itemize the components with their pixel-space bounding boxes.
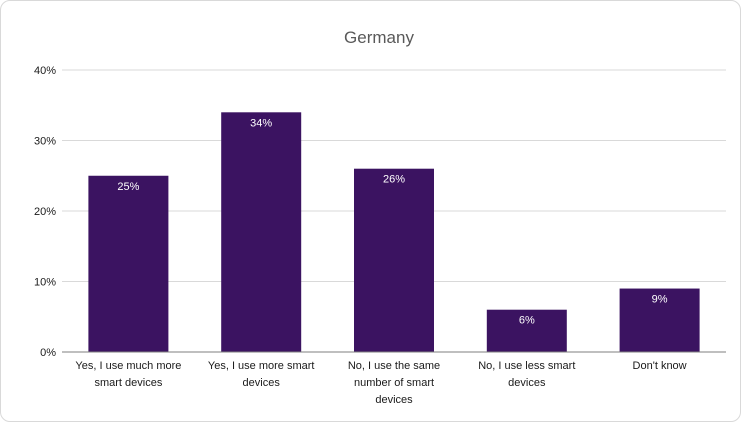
- x-category-label: No, I use the same: [348, 360, 440, 372]
- bar: [221, 112, 302, 352]
- bar: [619, 288, 700, 352]
- x-category-label: smart devices: [94, 377, 162, 389]
- data-label: 26%: [383, 174, 405, 186]
- y-axis-ticks: 0% 10% 20% 30% 40%: [34, 65, 56, 359]
- y-tick-label: 10%: [34, 277, 56, 289]
- chart-title: Germany: [344, 28, 414, 47]
- y-tick-label: 20%: [34, 206, 56, 218]
- x-category-label: Yes, I use much more: [75, 360, 181, 372]
- x-category-label: devices: [243, 377, 281, 389]
- x-axis-labels: Yes, I use much more smart devices Yes, I …: [75, 360, 686, 406]
- x-category-label: devices: [375, 394, 413, 406]
- data-label: 34%: [250, 117, 272, 129]
- x-category-label: devices: [508, 377, 546, 389]
- y-tick-label: 40%: [34, 65, 56, 77]
- x-category-label: Don't know: [633, 360, 687, 372]
- data-labels: 25% 34% 26% 6% 9%: [117, 117, 667, 326]
- data-label: 9%: [652, 294, 668, 306]
- bar: [486, 309, 567, 352]
- bar: [88, 175, 169, 352]
- data-label: 6%: [519, 315, 535, 327]
- data-label: 25%: [117, 181, 139, 193]
- bars: [88, 112, 700, 352]
- x-category-label: Yes, I use more smart: [208, 360, 315, 372]
- y-tick-label: 30%: [34, 136, 56, 148]
- x-category-label: number of smart: [354, 377, 434, 389]
- x-category-label: No, I use less smart: [478, 360, 575, 372]
- bar: [354, 168, 434, 352]
- y-tick-label: 0%: [40, 347, 56, 359]
